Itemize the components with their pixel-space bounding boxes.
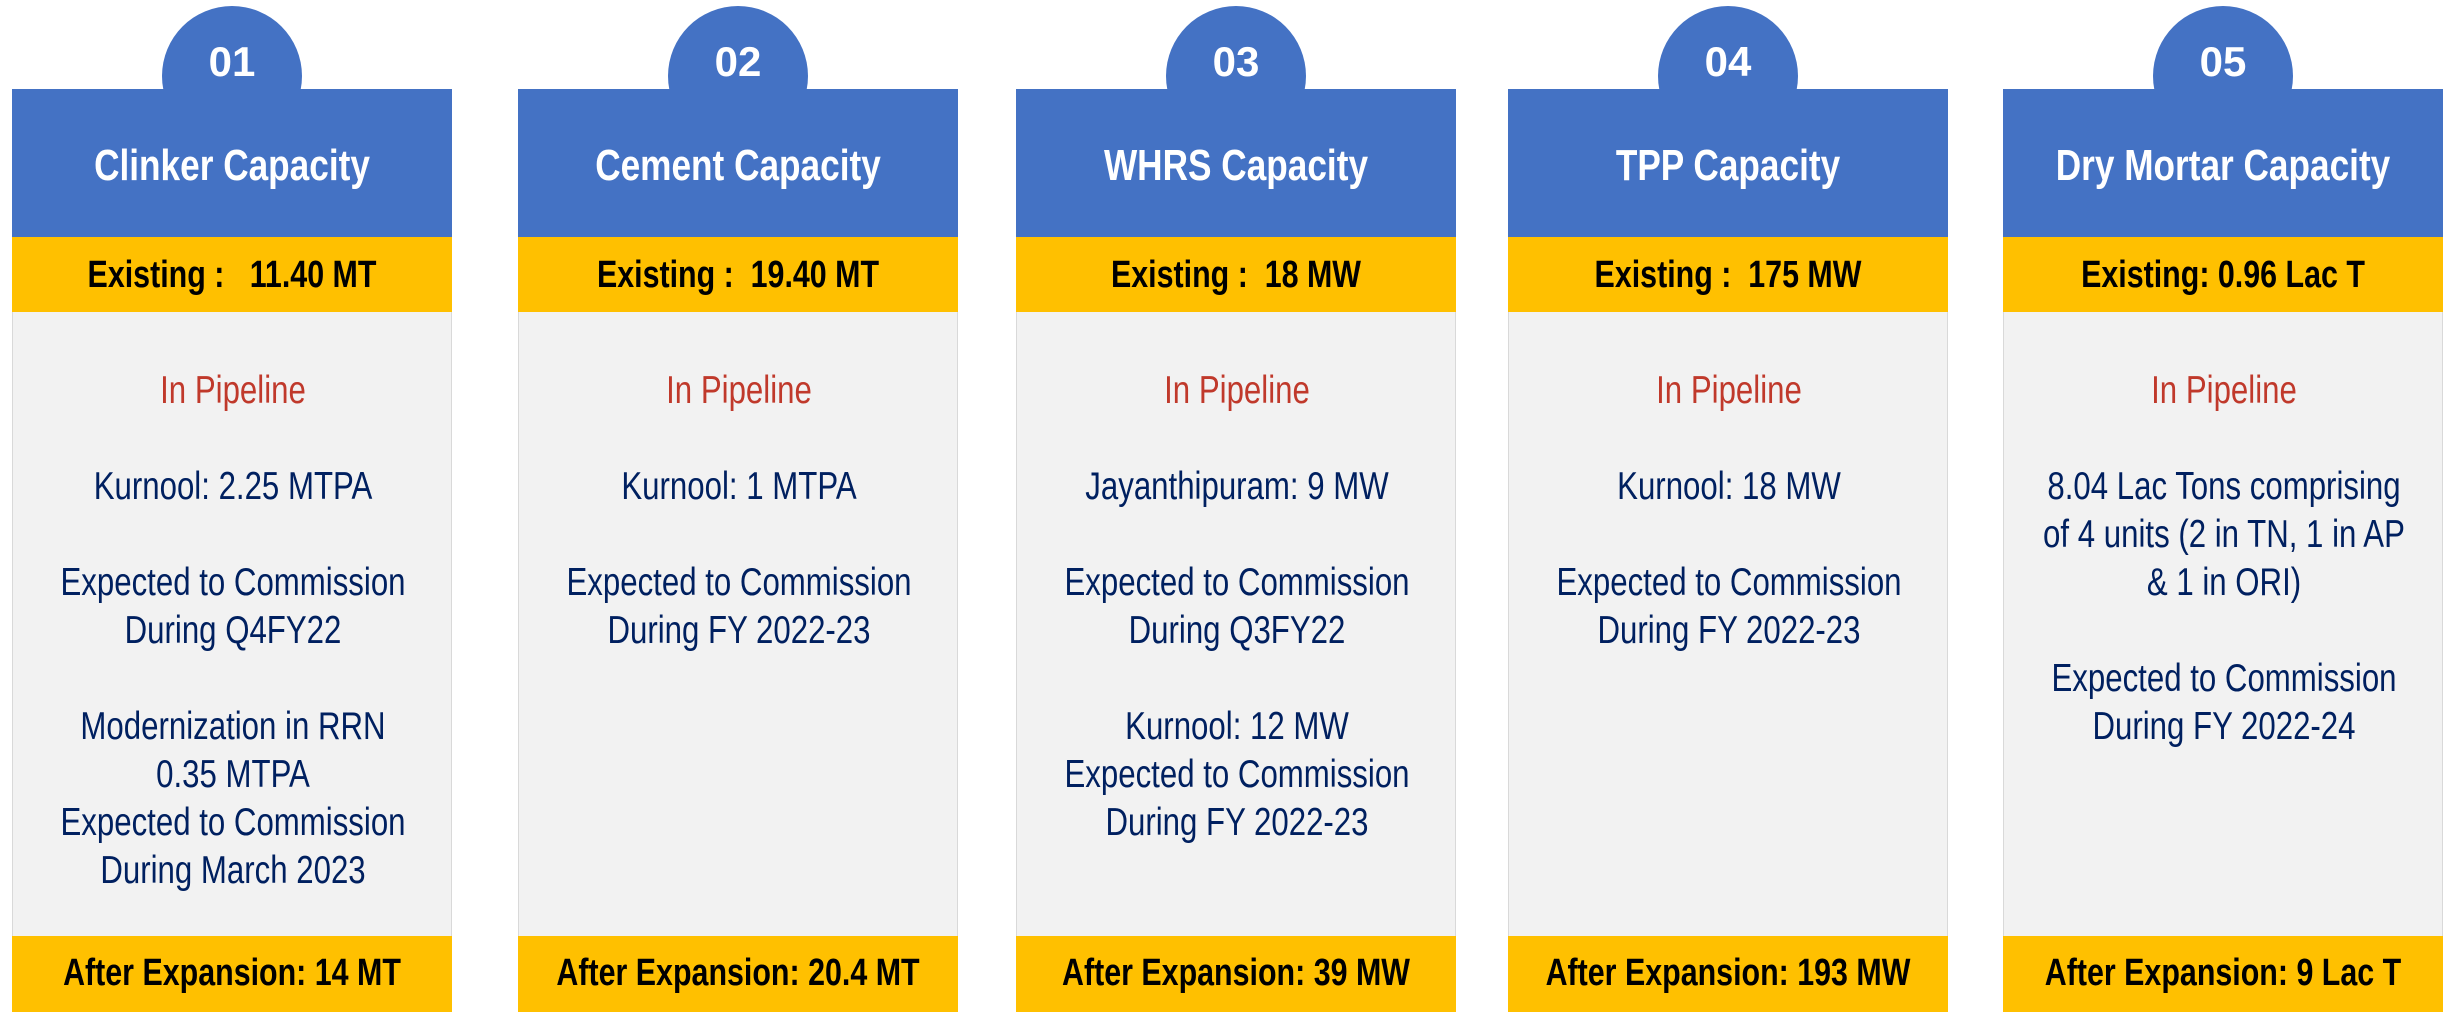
after-text: After Expansion: 39 MW: [1062, 952, 1410, 994]
pipeline-line: Kurnool: 2.25 MTPA: [93, 465, 373, 508]
existing-text: Existing : 18 MW: [1111, 254, 1361, 296]
pipeline-label: In Pipeline: [1656, 369, 1802, 412]
card-body: In Pipeline Kurnool: 1 MTPA Expected to Co…: [518, 312, 958, 936]
card-number: 01: [208, 38, 256, 85]
existing-band: Existing : 19.40 MT: [518, 237, 958, 312]
pipeline-line: During FY 2022-23: [1105, 801, 1369, 844]
spacer: [9, 511, 457, 559]
after-band: After Expansion: 193 MW: [1508, 936, 1948, 1012]
pipeline-line: 8.04 Lac Tons comprising: [2047, 465, 2401, 508]
card-header: WHRS Capacity: [1016, 89, 1456, 237]
pipeline-text: In Pipeline 8.04 Lac Tons comprising of 4 …: [2000, 367, 2446, 751]
after-text: After Expansion: 193 MW: [1545, 952, 1911, 994]
spacer: [515, 415, 963, 463]
card-header: Cement Capacity: [518, 89, 958, 237]
card-title: Cement Capacity: [595, 141, 881, 190]
pipeline-line: Jayanthipuram: 9 MW: [1085, 465, 1389, 508]
existing-band: Existing : 11.40 MT: [12, 237, 452, 312]
after-band: After Expansion: 9 Lac T: [2003, 936, 2443, 1012]
pipeline-label: In Pipeline: [2151, 369, 2297, 412]
card-body: In Pipeline Kurnool: 2.25 MTPA Expected to…: [12, 312, 452, 936]
pipeline-line: Expected to Commission: [1556, 561, 1902, 604]
card-number: 04: [1704, 38, 1752, 85]
pipeline-line: During Q3FY22: [1128, 609, 1346, 652]
after-text: After Expansion: 14 MT: [63, 952, 401, 994]
pipeline-line: Kurnool: 1 MTPA: [621, 465, 857, 508]
pipeline-line: Expected to Commission: [1064, 561, 1410, 604]
card-body: In Pipeline Kurnool: 18 MW Expected to Com…: [1508, 312, 1948, 936]
card-number: 03: [1212, 38, 1260, 85]
pipeline-line: Modernization in RRN: [80, 705, 386, 748]
after-text: After Expansion: 9 Lac T: [2044, 952, 2402, 994]
card-number: 02: [714, 38, 762, 85]
pipeline-label: In Pipeline: [666, 369, 812, 412]
spacer: [515, 511, 963, 559]
card-title: WHRS Capacity: [1103, 141, 1369, 190]
spacer: [1505, 511, 1953, 559]
pipeline-line: Expected to Commission: [60, 561, 406, 604]
card-body: In Pipeline Jayanthipuram: 9 MW Expected t…: [1016, 312, 1456, 936]
pipeline-text: In Pipeline Kurnool: 1 MTPA Expected to Co…: [515, 367, 963, 655]
card: 01 Clinker Capacity Existing : 11.40 MT In …: [12, 0, 452, 1012]
pipeline-line: During FY 2022-23: [1597, 609, 1861, 652]
after-band: After Expansion: 14 MT: [12, 936, 452, 1012]
card-title: Dry Mortar Capacity: [2055, 141, 2391, 190]
card: 04 TPP Capacity Existing : 175 MW In Pipeli…: [1508, 0, 1948, 1012]
after-band: After Expansion: 20.4 MT: [518, 936, 958, 1012]
spacer: [9, 655, 457, 703]
existing-text: Existing : 175 MW: [1594, 254, 1862, 296]
card-number: 05: [2199, 38, 2247, 85]
pipeline-label: In Pipeline: [160, 369, 306, 412]
card: 05 Dry Mortar Capacity Existing: 0.96 Lac …: [2003, 0, 2443, 1012]
card-body: In Pipeline 8.04 Lac Tons comprising of 4 …: [2003, 312, 2443, 936]
pipeline-line: During FY 2022-24: [2092, 705, 2356, 748]
pipeline-line: During March 2023: [100, 849, 366, 892]
existing-text: Existing : 11.40 MT: [87, 254, 377, 296]
pipeline-line: Expected to Commission: [60, 801, 406, 844]
spacer: [9, 415, 457, 463]
card-header: TPP Capacity: [1508, 89, 1948, 237]
after-text: After Expansion: 20.4 MT: [556, 952, 920, 994]
pipeline-text: In Pipeline Kurnool: 18 MW Expected to Com…: [1505, 367, 1953, 655]
existing-text: Existing : 19.40 MT: [596, 254, 880, 296]
card-title: TPP Capacity: [1615, 141, 1841, 190]
existing-band: Existing : 18 MW: [1016, 237, 1456, 312]
pipeline-line: 0.35 MTPA: [156, 753, 310, 796]
card-header: Clinker Capacity: [12, 89, 452, 237]
pipeline-text: In Pipeline Kurnool: 2.25 MTPA Expected to…: [9, 367, 457, 895]
pipeline-label: In Pipeline: [1164, 369, 1310, 412]
pipeline-line: Expected to Commission: [2051, 657, 2397, 700]
pipeline-line: of 4 units (2 in TN, 1 in AP: [2043, 513, 2405, 556]
existing-band: Existing : 175 MW: [1508, 237, 1948, 312]
existing-text: Existing: 0.96 Lac T: [2081, 254, 2365, 296]
spacer: [1013, 511, 1461, 559]
spacer: [2000, 415, 2446, 463]
spacer: [2000, 607, 2446, 655]
existing-band: Existing: 0.96 Lac T: [2003, 237, 2443, 312]
pipeline-line: Expected to Commission: [566, 561, 912, 604]
card-header: Dry Mortar Capacity: [2003, 89, 2443, 237]
pipeline-text: In Pipeline Jayanthipuram: 9 MW Expected t…: [1013, 367, 1461, 847]
card: 03 WHRS Capacity Existing : 18 MW In Pipeli…: [1016, 0, 1456, 1012]
pipeline-line: During Q4FY22: [124, 609, 342, 652]
card-title: Clinker Capacity: [94, 141, 370, 190]
pipeline-line: Kurnool: 18 MW: [1617, 465, 1841, 508]
pipeline-line: Kurnool: 12 MW: [1125, 705, 1349, 748]
pipeline-line: & 1 in ORI): [2146, 561, 2302, 604]
spacer: [1505, 415, 1953, 463]
spacer: [1013, 415, 1461, 463]
card: 02 Cement Capacity Existing : 19.40 MT In P…: [518, 0, 958, 1012]
after-band: After Expansion: 39 MW: [1016, 936, 1456, 1012]
pipeline-line: Expected to Commission: [1064, 753, 1410, 796]
spacer: [1013, 655, 1461, 703]
pipeline-line: During FY 2022-23: [607, 609, 871, 652]
